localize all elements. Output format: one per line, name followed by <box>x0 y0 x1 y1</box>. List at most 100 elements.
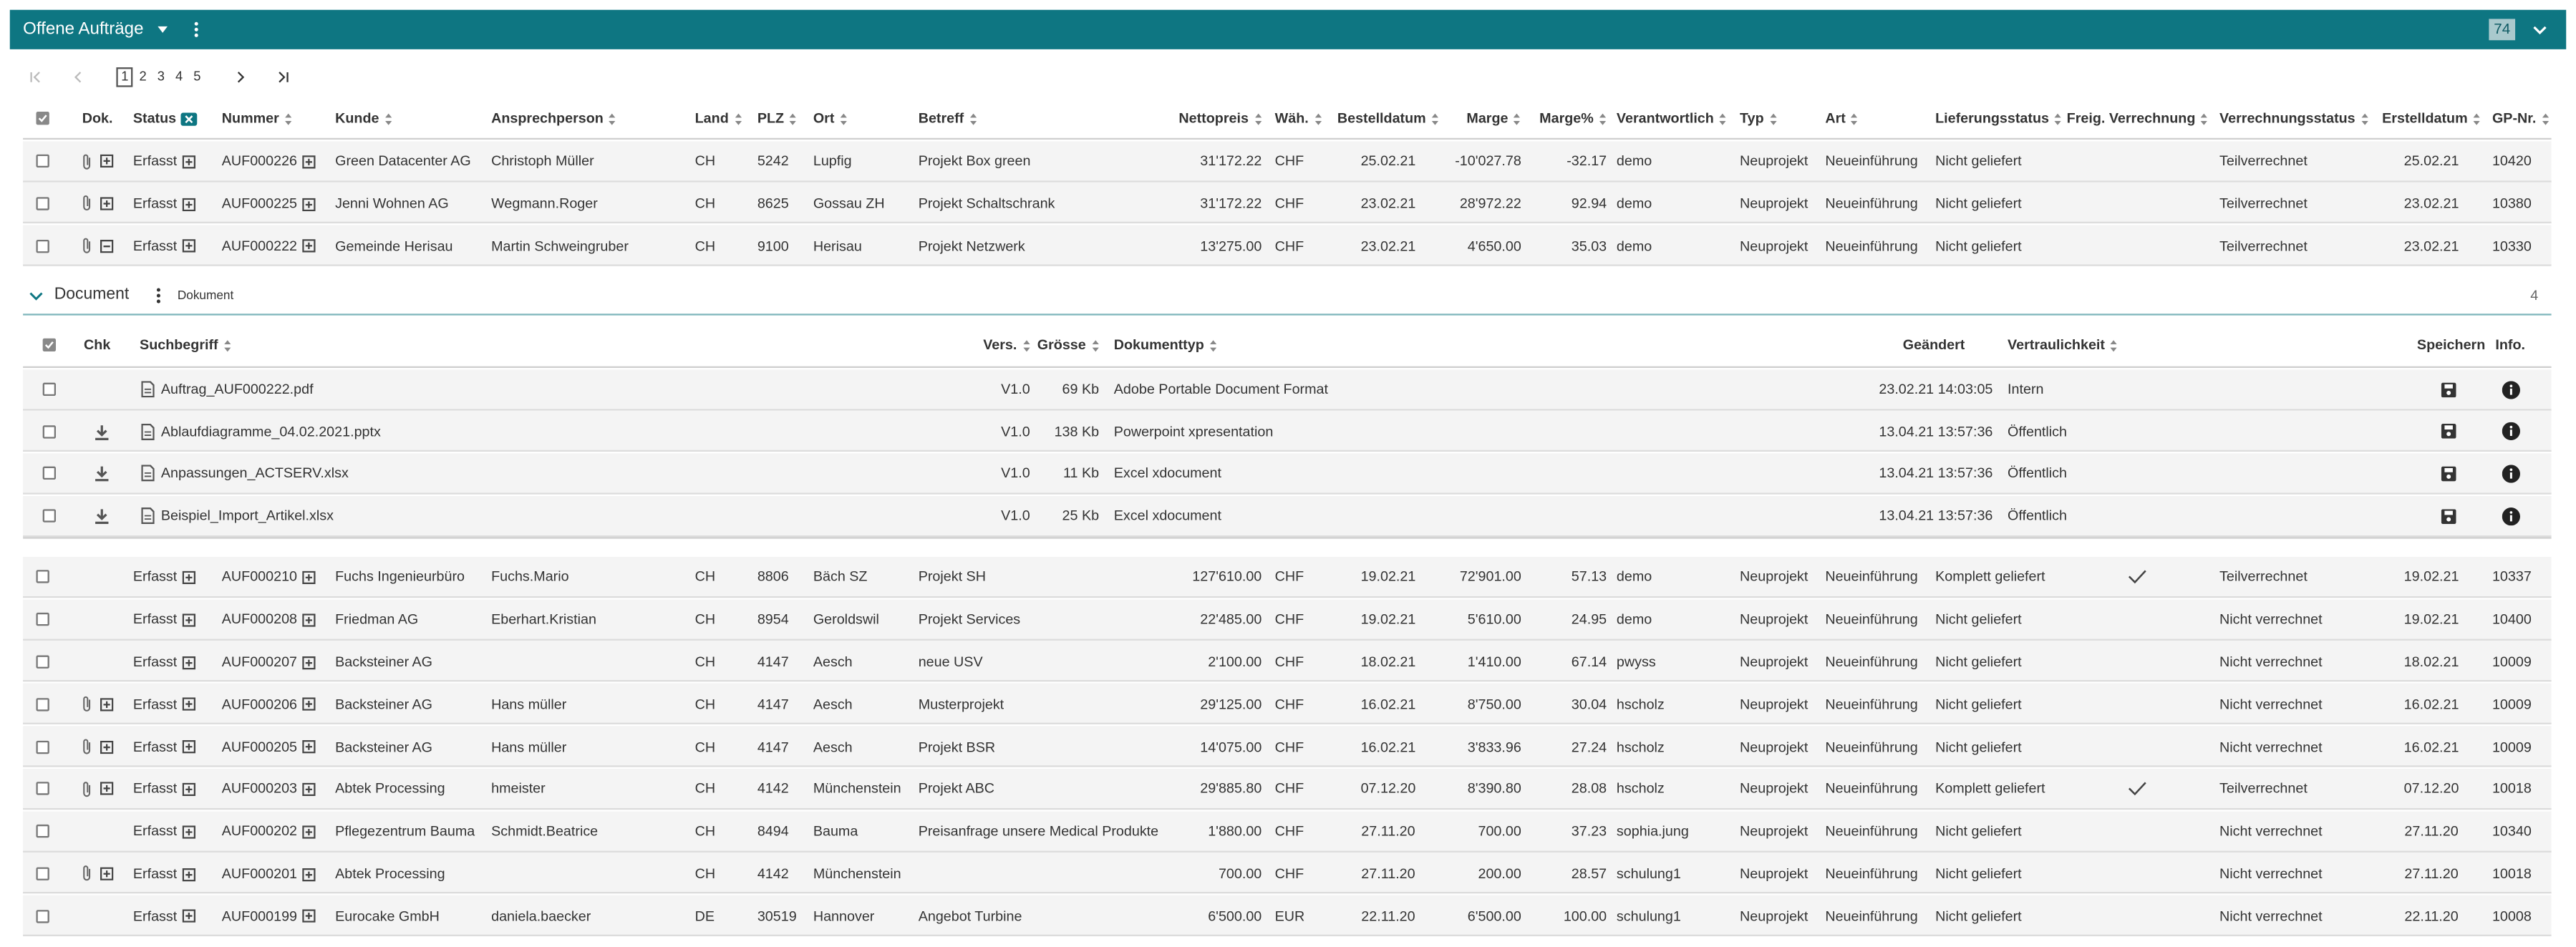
sort-icon[interactable] <box>1022 339 1030 352</box>
checkbox[interactable] <box>36 154 49 168</box>
doc-column-header[interactable]: Suchbegriff <box>140 337 231 352</box>
column-header[interactable]: Dok. <box>82 110 113 127</box>
checkbox[interactable] <box>36 239 49 253</box>
expand-toggle[interactable] <box>100 697 114 711</box>
page-nav[interactable] <box>276 71 289 84</box>
sort-icon[interactable] <box>789 112 797 125</box>
checkbox[interactable] <box>36 909 49 923</box>
sort-icon[interactable] <box>1314 112 1322 125</box>
column-header[interactable]: Ort <box>813 111 848 125</box>
sort-icon[interactable] <box>839 112 847 125</box>
header-title[interactable]: Offene Aufträge <box>23 19 144 39</box>
page-number[interactable]: 3 <box>157 69 165 84</box>
detail-button[interactable] <box>182 239 195 253</box>
checkbox[interactable] <box>42 424 57 438</box>
column-header[interactable]: PLZ <box>757 111 798 125</box>
doc-column-header[interactable]: Grösse <box>1037 337 1099 352</box>
menu-button[interactable] <box>193 21 198 38</box>
sort-icon[interactable] <box>284 112 292 125</box>
column-header[interactable]: Freig. Verrechnung <box>2067 111 2209 125</box>
info-button[interactable] <box>2501 464 2519 483</box>
column-header[interactable]: Bestelldatum <box>1337 111 1439 125</box>
detail-button[interactable] <box>182 656 195 669</box>
sort-icon[interactable] <box>384 112 392 125</box>
doc-column-header[interactable]: Vers. <box>983 337 1030 352</box>
page-number[interactable]: 4 <box>175 69 183 84</box>
sort-icon[interactable] <box>1769 112 1777 125</box>
column-header[interactable]: Nummer <box>222 111 292 125</box>
column-header[interactable]: Typ <box>1740 111 1777 125</box>
detail-button[interactable] <box>301 910 316 923</box>
sort-icon[interactable] <box>2110 339 2118 352</box>
sort-icon[interactable] <box>609 112 616 125</box>
save-button[interactable] <box>2440 424 2456 439</box>
column-header[interactable]: Status <box>133 111 198 126</box>
checkbox[interactable] <box>36 867 49 880</box>
sort-icon[interactable] <box>1431 112 1439 125</box>
download-button[interactable] <box>94 423 110 439</box>
download-button[interactable] <box>94 465 110 482</box>
checkbox[interactable] <box>36 825 49 838</box>
column-header[interactable]: Verrechnungsstatus <box>2219 111 2368 125</box>
detail-button[interactable] <box>182 910 195 923</box>
checkbox[interactable] <box>36 570 49 584</box>
detail-button[interactable] <box>182 825 195 839</box>
checkbox[interactable] <box>36 196 49 210</box>
expand-toggle[interactable] <box>100 196 114 210</box>
sort-icon[interactable] <box>1719 112 1727 125</box>
detail-button[interactable] <box>182 570 195 585</box>
checkbox[interactable] <box>42 338 57 352</box>
save-button[interactable] <box>2440 466 2456 481</box>
checkbox[interactable] <box>36 697 49 711</box>
sort-icon[interactable] <box>2200 112 2208 125</box>
expand-toggle[interactable] <box>100 782 114 796</box>
doc-column-header[interactable]: Dokumenttyp <box>1114 337 1217 352</box>
checkbox[interactable] <box>42 509 57 523</box>
checkbox[interactable] <box>36 112 49 125</box>
sort-icon[interactable] <box>734 112 742 125</box>
detail-button[interactable] <box>301 740 316 754</box>
detail-button[interactable] <box>301 155 316 168</box>
sort-icon[interactable] <box>223 339 231 352</box>
page-number[interactable]: 2 <box>139 69 147 84</box>
checkbox[interactable] <box>36 613 49 626</box>
save-button[interactable] <box>2440 508 2456 523</box>
column-header[interactable]: GP-Nr. <box>2492 111 2550 125</box>
checkbox[interactable] <box>42 467 57 480</box>
column-header[interactable]: Verantwortlich <box>1617 111 1727 125</box>
checkbox[interactable] <box>36 739 49 754</box>
detail-button[interactable] <box>182 613 195 627</box>
filter-clear[interactable] <box>181 112 198 126</box>
sort-icon[interactable] <box>1513 112 1521 125</box>
info-button[interactable] <box>2501 506 2519 525</box>
detail-button[interactable] <box>301 825 316 839</box>
detail-button[interactable] <box>182 740 195 754</box>
save-button[interactable] <box>2440 382 2456 397</box>
column-header[interactable]: Marge% <box>1539 111 1607 125</box>
sort-icon[interactable] <box>1091 339 1099 352</box>
page-number[interactable]: 5 <box>193 69 201 84</box>
detail-button[interactable] <box>301 698 316 712</box>
sort-icon[interactable] <box>1599 112 1607 125</box>
detail-button[interactable] <box>301 868 316 881</box>
column-header[interactable]: Marge <box>1466 111 1521 125</box>
detail-button[interactable] <box>182 782 195 797</box>
expand-toggle[interactable] <box>100 239 114 253</box>
column-header[interactable]: Land <box>695 111 742 125</box>
sort-icon[interactable] <box>1851 112 1859 125</box>
column-header[interactable]: Erstelldatum <box>2382 111 2481 125</box>
info-button[interactable] <box>2501 422 2519 440</box>
sort-icon[interactable] <box>2054 112 2062 125</box>
collapse-button[interactable] <box>2533 25 2547 34</box>
sort-icon[interactable] <box>2360 112 2368 125</box>
download-button[interactable] <box>94 508 110 524</box>
expand-toggle[interactable] <box>100 154 114 168</box>
page-number[interactable]: 1 <box>116 67 134 87</box>
sort-icon[interactable] <box>1209 339 1217 352</box>
sort-icon[interactable] <box>2473 112 2481 125</box>
sort-icon[interactable] <box>969 112 977 125</box>
column-header[interactable]: Wäh. <box>1275 111 1322 125</box>
detail-button[interactable] <box>182 698 195 712</box>
panel-toggle[interactable] <box>29 291 43 300</box>
checkbox[interactable] <box>36 655 49 669</box>
